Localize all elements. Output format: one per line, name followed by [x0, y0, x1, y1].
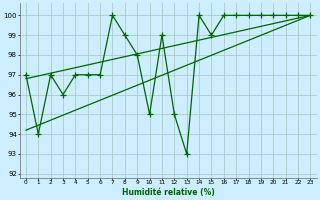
- X-axis label: Humidité relative (%): Humidité relative (%): [122, 188, 214, 197]
